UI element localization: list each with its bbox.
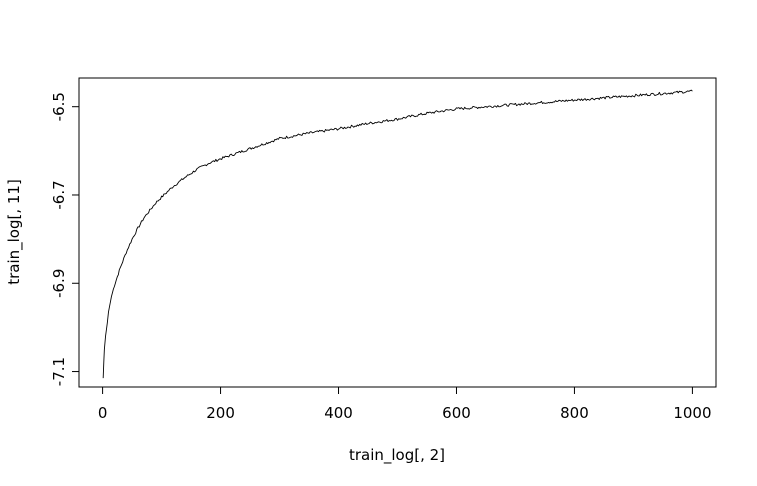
x-tick-label: 0 bbox=[98, 404, 108, 422]
plot-frame bbox=[78, 77, 717, 388]
x-tick-label: 400 bbox=[324, 404, 353, 422]
x-axis: 0 200 400 600 800 1000 bbox=[98, 386, 712, 422]
y-axis-label: train_log[, 11] bbox=[5, 179, 24, 285]
x-tick-label: 600 bbox=[442, 404, 471, 422]
y-tick-label: -6.9 bbox=[50, 269, 68, 298]
x-axis-label: train_log[, 2] bbox=[349, 446, 445, 465]
y-tick-label: -7.1 bbox=[50, 357, 68, 386]
x-tick-label: 1000 bbox=[673, 404, 711, 422]
y-tick-label: -6.5 bbox=[50, 92, 68, 121]
y-tick-label: -6.7 bbox=[50, 180, 68, 209]
x-tick-label: 200 bbox=[206, 404, 235, 422]
x-tick-label: 800 bbox=[560, 404, 589, 422]
series-line bbox=[102, 89, 693, 379]
y-axis: -7.1 -6.9 -6.7 -6.5 bbox=[50, 92, 80, 386]
